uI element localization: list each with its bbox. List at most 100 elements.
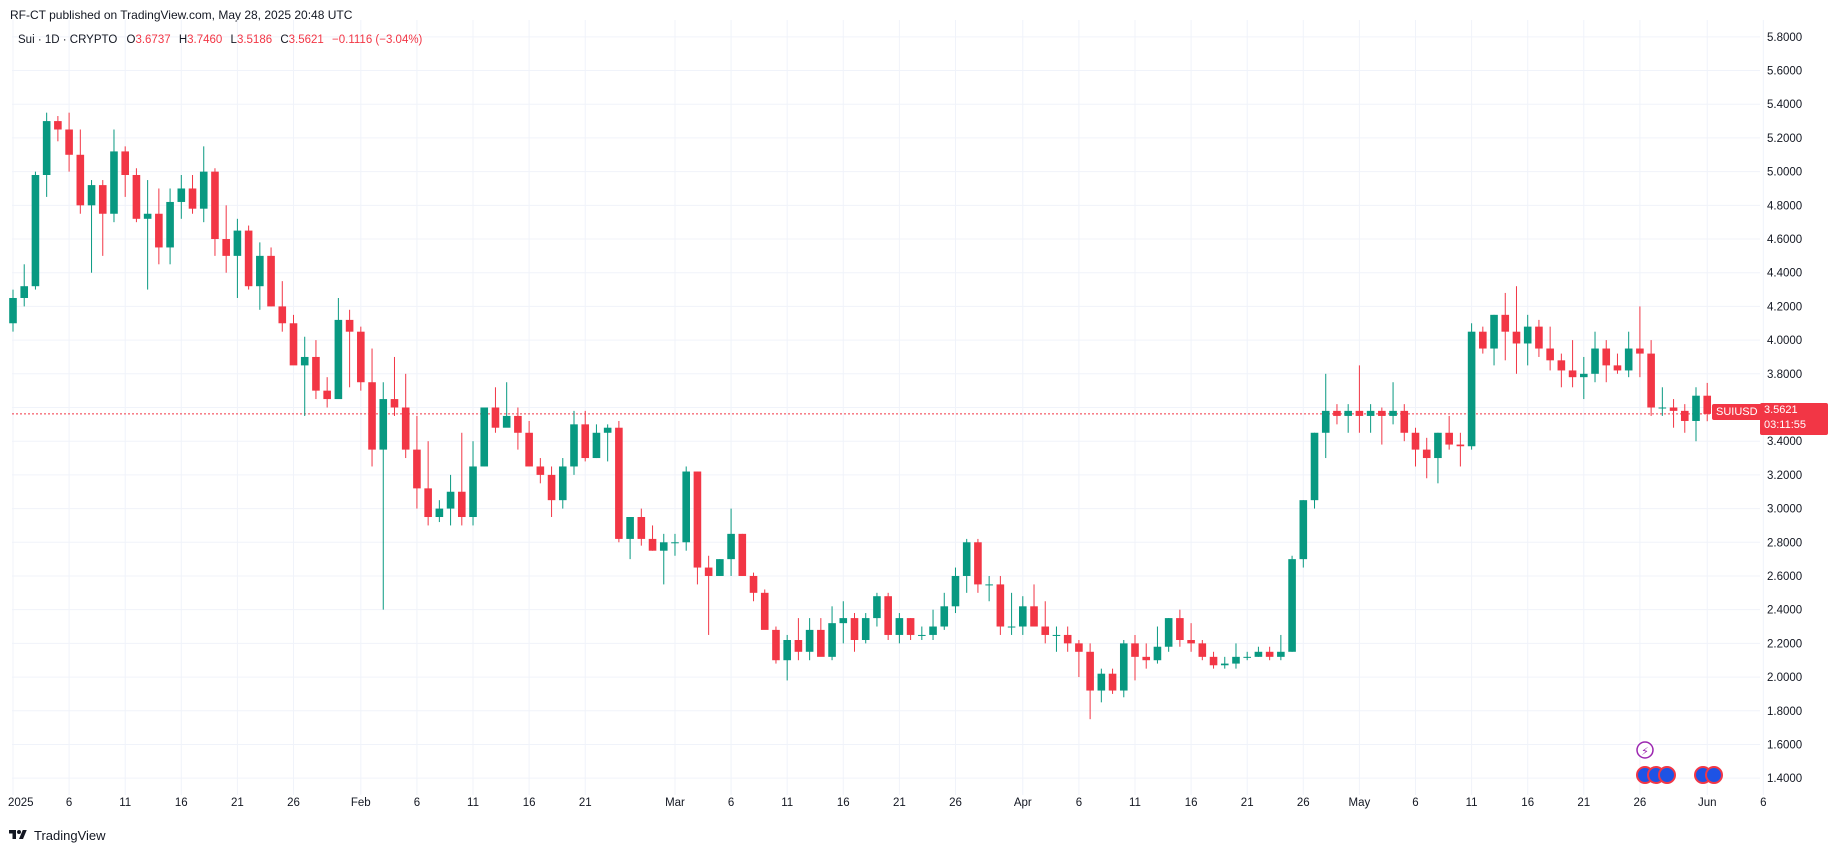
change-value: −0.1116 (−3.04%) [332, 34, 423, 46]
candle-up [1243, 651, 1251, 661]
candle-body [794, 640, 803, 652]
candle-down [98, 180, 107, 256]
candle-body [1086, 651, 1094, 691]
y-tick-label: 3.2000 [1767, 470, 1802, 482]
candle-body [1568, 370, 1577, 378]
candle-body [817, 629, 825, 657]
candle-up [1389, 382, 1397, 425]
ohlc-legend: Sui · 1D · CRYPTO O3.6737 H3.7460 L3.518… [18, 34, 427, 46]
candle-body [592, 432, 601, 459]
candle-body [1119, 643, 1128, 691]
low-value: 3.5186 [236, 34, 273, 46]
candle-body [985, 584, 993, 586]
candle-up [379, 382, 388, 610]
candle-body [760, 592, 769, 630]
candle-body [1142, 656, 1151, 661]
candle-body [558, 466, 567, 501]
candle-up [1344, 404, 1352, 433]
candle-body [1378, 410, 1386, 416]
candle-up [1220, 656, 1229, 669]
candle-down [368, 348, 376, 467]
candle-down [54, 116, 62, 142]
candle-body [1075, 643, 1083, 652]
candle-up [1164, 618, 1173, 652]
candle-down [648, 525, 657, 551]
candle-down [121, 146, 129, 197]
candle-up [1523, 314, 1532, 366]
candle-body [267, 255, 275, 307]
open-label: O [126, 34, 136, 46]
candle-body [873, 596, 881, 619]
x-tick-label: 16 [1521, 797, 1534, 809]
candle-up [1624, 331, 1633, 378]
x-tick-label: 6 [728, 797, 734, 809]
candle-body [536, 466, 545, 475]
event-flash-glyph: ⚡ [1641, 746, 1649, 758]
candle-body [188, 188, 197, 209]
footer-brand[interactable]: TradingView [8, 824, 106, 846]
candle-body [458, 491, 466, 518]
candle-body [1658, 407, 1667, 409]
candle-body [1209, 656, 1218, 666]
candle-up [42, 112, 51, 197]
candle-body [514, 415, 522, 433]
candle-up [783, 634, 791, 681]
candle-body [828, 623, 836, 657]
candle-body [1647, 353, 1655, 408]
y-tick-label: 5.6000 [1767, 66, 1802, 78]
event-flash-icon [1636, 741, 1654, 759]
candle-body [547, 474, 556, 501]
candle-down [615, 420, 623, 543]
x-tick-label: 11 [1466, 797, 1478, 809]
y-tick-label: 5.0000 [1767, 167, 1802, 179]
candle-down [390, 356, 399, 416]
candle-up [603, 424, 612, 462]
candle-up [334, 297, 343, 400]
candle-down [514, 407, 522, 450]
candle-up [469, 441, 477, 526]
candle-body [1288, 559, 1296, 652]
candle-body [906, 618, 915, 635]
candle-up [671, 533, 679, 556]
chart-grid [12, 20, 1764, 795]
candle-down [1086, 643, 1094, 720]
candle-down [1680, 404, 1689, 433]
candle-up [558, 458, 567, 509]
x-tick-label: 6 [1076, 797, 1082, 809]
x-tick-label: 21 [579, 797, 592, 809]
candle-down [581, 410, 590, 462]
candle-up [1007, 592, 1016, 635]
x-tick-label: 6 [414, 797, 420, 809]
candle-body [1523, 326, 1532, 344]
us-flag-event-icon-group-2 [1694, 766, 1723, 784]
candle-down [1108, 668, 1117, 694]
candle-down [1456, 432, 1465, 467]
candle-body [1557, 360, 1566, 371]
candle-down [401, 373, 410, 459]
candle-down [278, 281, 287, 332]
candle-body [401, 407, 410, 450]
candle-body [199, 171, 208, 209]
candle-down [1187, 623, 1195, 652]
candle-body [1108, 673, 1117, 691]
candle-body [603, 427, 612, 433]
candle-body [1254, 651, 1263, 657]
candle-body [1164, 618, 1173, 647]
candle-up [1310, 432, 1319, 509]
candle-body [648, 538, 657, 551]
candle-body [357, 331, 365, 383]
candle-down [850, 613, 859, 652]
candle-down [760, 589, 769, 630]
candle-body [1153, 646, 1162, 661]
candle-body [861, 618, 870, 640]
candle-up [1321, 373, 1330, 459]
candle-body [1467, 331, 1476, 447]
candle-down [1041, 601, 1050, 644]
candle-up [1097, 668, 1106, 703]
candle-down [1669, 399, 1678, 428]
candle-down [312, 340, 320, 400]
candle-down [1063, 626, 1072, 652]
candle-up [940, 592, 949, 630]
candle-down [1333, 404, 1341, 425]
